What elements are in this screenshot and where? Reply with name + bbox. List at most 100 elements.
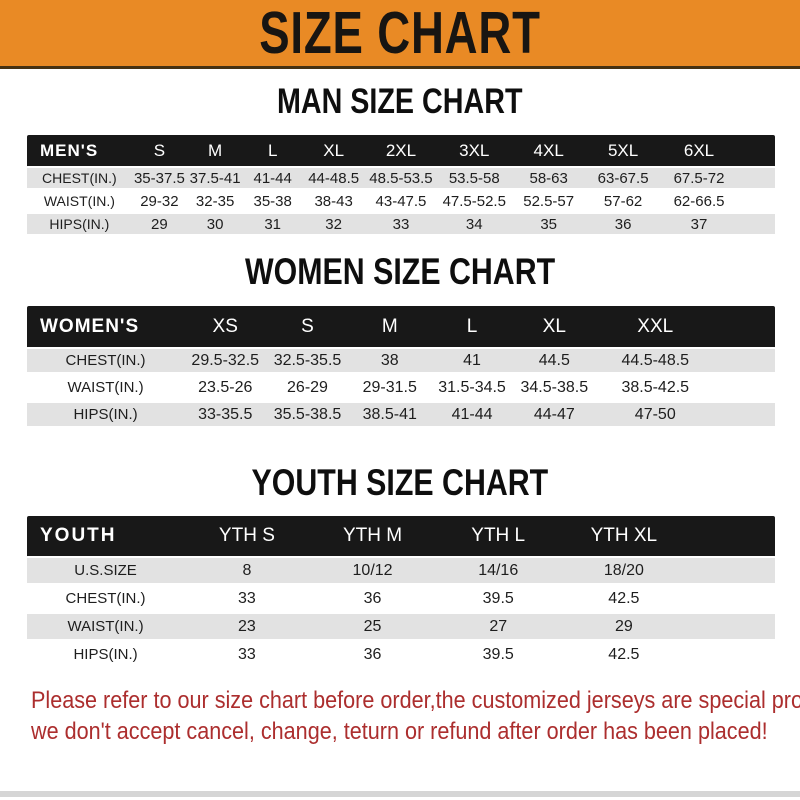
size-cell: 36 <box>309 586 436 614</box>
table-row: CHEST(IN.) 29.5-32.5 32.5-35.5 38 41 44.… <box>27 349 775 376</box>
size-cell: 47.5-52.5 <box>436 191 512 214</box>
size-cell: 44.5 <box>513 349 596 376</box>
size-cell: 47-50 <box>595 403 716 430</box>
size-cell: 23.5-26 <box>184 376 267 403</box>
column-header: L <box>430 306 514 349</box>
row-filler <box>686 586 775 614</box>
womens-table-label: WOMEN'S <box>27 306 185 349</box>
page-title: SIZE CHART <box>259 0 541 67</box>
row-filler <box>686 642 775 670</box>
size-cell: 10/12 <box>309 558 436 586</box>
size-cell: 38.5-41 <box>348 403 431 430</box>
column-header: YTH M <box>309 516 436 558</box>
womens-size-table: WOMEN'S XS S M L XL XXL CHEST(IN.) 29.5-… <box>27 306 775 430</box>
row-label: CHEST(IN.) <box>27 586 185 614</box>
size-cell: 30 <box>187 214 244 237</box>
womens-header-row: WOMEN'S XS S M L XL XXL <box>27 306 775 349</box>
youth-size-table: YOUTH YTH S YTH M YTH L YTH XL U.S.SIZE … <box>27 516 775 670</box>
size-cell: 29-31.5 <box>348 376 431 403</box>
size-cell: 63-67.5 <box>585 168 661 191</box>
header-filler <box>737 135 775 168</box>
column-header: XS <box>184 306 267 349</box>
column-header: 3XL <box>436 135 512 168</box>
mens-header-row: MEN'S S M L XL 2XL 3XL 4XL 5XL 6XL <box>27 135 775 168</box>
size-cell: 27 <box>435 614 562 642</box>
size-cell: 23 <box>184 614 310 642</box>
womens-section-title-text: WOMEN SIZE CHART <box>244 251 556 292</box>
size-cell: 48.5-53.5 <box>365 168 437 191</box>
footer-line-2: we don't accept cancel, change, teturn o… <box>31 718 768 745</box>
size-cell: 42.5 <box>561 642 687 670</box>
column-header: 5XL <box>585 135 661 168</box>
row-label: CHEST(IN.) <box>27 168 132 191</box>
column-header: YTH XL <box>561 516 687 558</box>
column-header: S <box>266 306 349 349</box>
size-cell: 39.5 <box>435 586 562 614</box>
size-cell: 35-38 <box>243 191 303 214</box>
size-cell: 32 <box>302 214 366 237</box>
size-cell: 36 <box>309 642 436 670</box>
footer-line-1: Please refer to our size chart before or… <box>31 687 800 714</box>
size-cell: 53.5-58 <box>436 168 512 191</box>
table-row: WAIST(IN.) 23 25 27 29 <box>27 614 775 642</box>
size-cell: 44-47 <box>513 403 596 430</box>
mens-size-table: MEN'S S M L XL 2XL 3XL 4XL 5XL 6XL CHEST… <box>27 135 775 237</box>
footer-note: Please refer to our size chart before or… <box>31 685 800 747</box>
size-cell: 37 <box>660 214 738 237</box>
size-cell: 32-35 <box>187 191 244 214</box>
size-cell: 44.5-48.5 <box>595 349 716 376</box>
size-cell: 8 <box>184 558 310 586</box>
column-header: XL <box>302 135 366 168</box>
size-cell: 36 <box>585 214 661 237</box>
size-cell: 42.5 <box>561 586 687 614</box>
size-cell: 33-35.5 <box>184 403 267 430</box>
column-header: 6XL <box>660 135 738 168</box>
mens-section-title: MAN SIZE CHART <box>0 84 800 120</box>
size-cell: 35.5-38.5 <box>266 403 349 430</box>
row-filler <box>715 403 775 430</box>
size-cell: 41 <box>430 349 514 376</box>
row-filler <box>715 376 775 403</box>
size-cell: 38-43 <box>302 191 366 214</box>
youth-header-row: YOUTH YTH S YTH M YTH L YTH XL <box>27 516 775 558</box>
table-row: WAIST(IN.) 23.5-26 26-29 29-31.5 31.5-34… <box>27 376 775 403</box>
size-cell: 34.5-38.5 <box>513 376 596 403</box>
row-filler <box>737 191 775 214</box>
youth-section-title-text: YOUTH SIZE CHART <box>251 462 549 503</box>
size-cell: 29 <box>131 214 188 237</box>
column-header: YTH L <box>435 516 562 558</box>
table-row: U.S.SIZE 8 10/12 14/16 18/20 <box>27 558 775 586</box>
table-row: HIPS(IN.) 33-35.5 35.5-38.5 38.5-41 41-4… <box>27 403 775 430</box>
size-cell: 32.5-35.5 <box>266 349 349 376</box>
size-cell: 33 <box>365 214 437 237</box>
size-cell: 38.5-42.5 <box>595 376 716 403</box>
row-label: WAIST(IN.) <box>27 191 132 214</box>
size-cell: 33 <box>184 642 310 670</box>
size-cell: 35-37.5 <box>131 168 188 191</box>
size-cell: 38 <box>348 349 431 376</box>
row-label: U.S.SIZE <box>27 558 185 586</box>
size-cell: 33 <box>184 586 310 614</box>
size-cell: 18/20 <box>561 558 687 586</box>
row-label: HIPS(IN.) <box>27 642 185 670</box>
size-cell: 14/16 <box>435 558 562 586</box>
column-header: M <box>187 135 244 168</box>
size-cell: 26-29 <box>266 376 349 403</box>
table-row: WAIST(IN.) 29-32 32-35 35-38 38-43 43-47… <box>27 191 775 214</box>
column-header: 4XL <box>511 135 586 168</box>
size-cell: 29 <box>561 614 687 642</box>
header-filler <box>686 516 775 558</box>
column-header: L <box>243 135 303 168</box>
mens-section-title-text: MAN SIZE CHART <box>277 82 523 121</box>
column-header: 2XL <box>365 135 437 168</box>
size-cell: 29.5-32.5 <box>184 349 267 376</box>
bottom-strip <box>0 791 800 797</box>
size-cell: 52.5-57 <box>511 191 586 214</box>
row-label: HIPS(IN.) <box>27 403 185 430</box>
size-cell: 41-44 <box>243 168 303 191</box>
size-cell: 37.5-41 <box>187 168 244 191</box>
row-label: WAIST(IN.) <box>27 376 185 403</box>
size-cell: 31.5-34.5 <box>430 376 514 403</box>
womens-section-title: WOMEN SIZE CHART <box>0 253 800 291</box>
